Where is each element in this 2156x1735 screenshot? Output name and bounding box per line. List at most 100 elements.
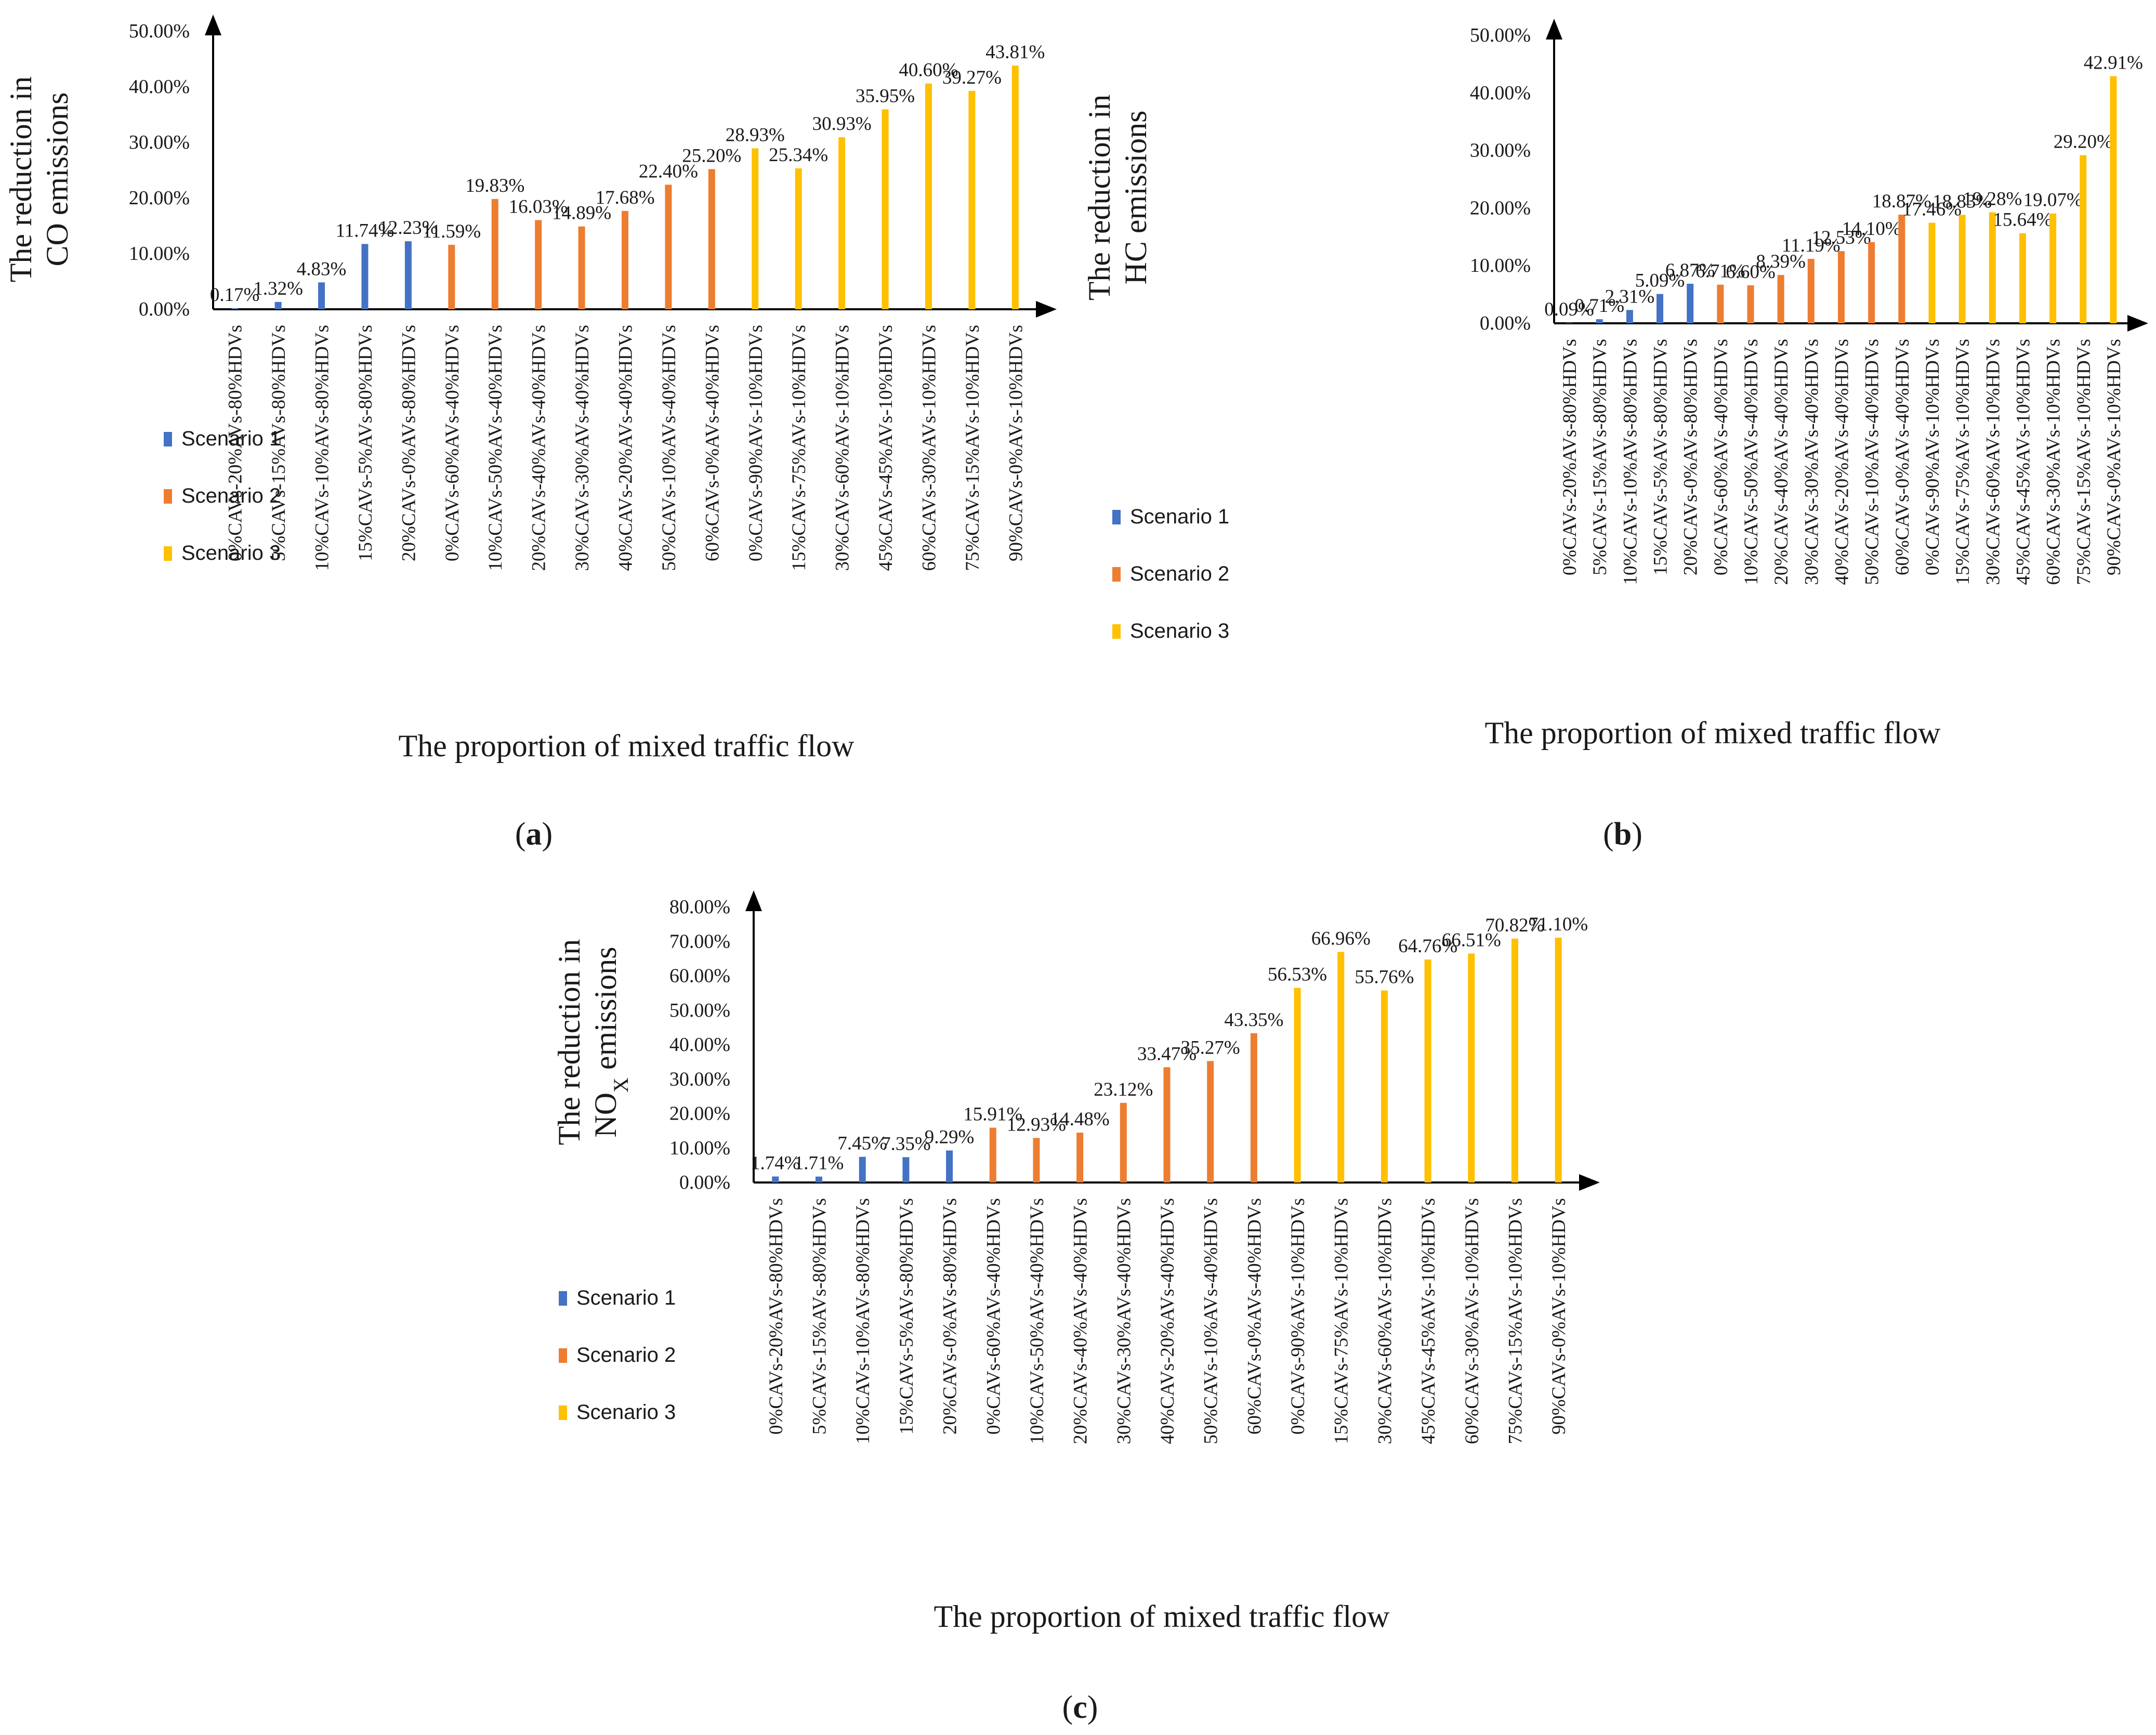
bar	[1747, 285, 1754, 323]
data-label: 71.10%	[1529, 914, 1588, 935]
bar	[1207, 1061, 1214, 1182]
data-label: 18.87%	[1872, 191, 1931, 212]
category-label: 10%CAVs-50%AVs-40%HDVs	[1741, 339, 1762, 585]
y-axis-title-subscript: X	[609, 1077, 633, 1093]
panel-label-letter: b	[1614, 817, 1632, 852]
category-label: 15%CAVs-5%AVs-80%HDVs	[896, 1198, 917, 1435]
bar	[946, 1150, 953, 1182]
category-label: 90%CAVs-0%AVs-10%HDVs	[1548, 1198, 1570, 1435]
panel-label-letter: c	[1073, 1690, 1087, 1725]
bar	[1120, 1102, 1127, 1182]
data-label: 33.47%	[1137, 1043, 1197, 1064]
data-label: 28.93%	[726, 124, 785, 146]
data-label: 23.12%	[1094, 1079, 1153, 1100]
data-label: 19.07%	[2023, 190, 2083, 211]
legend-swatch	[1112, 510, 1121, 524]
panel-label-close: )	[1632, 817, 1642, 852]
bar	[622, 211, 628, 309]
bar	[274, 301, 282, 309]
data-label: 7.45%	[837, 1133, 887, 1154]
y-tick-label: 10.00%	[129, 243, 190, 265]
bar	[795, 168, 802, 309]
data-label: 43.35%	[1224, 1009, 1283, 1031]
bar	[925, 83, 932, 309]
bar	[1898, 214, 1905, 323]
y-axis-title-line1: The reduction in	[552, 939, 586, 1146]
panel-label-letter: a	[526, 817, 542, 852]
data-label: 0.09%	[1544, 299, 1594, 320]
data-label: 5.09%	[1635, 270, 1685, 292]
y-axis-title-main: HC emissions	[1119, 110, 1153, 284]
legend: Scenario 1 Scenario 2 Scenario 3	[164, 427, 281, 564]
data-label: 35.27%	[1181, 1037, 1240, 1058]
data-label: 12.93%	[1007, 1114, 1066, 1135]
panel-label-open: (	[1062, 1690, 1073, 1725]
category-label: 20%CAVs-0%AVs-80%HDVs	[1680, 339, 1702, 575]
category-label: 20%CAVs-40%AVs-40%HDVs	[1070, 1198, 1092, 1444]
bar	[1033, 1138, 1040, 1182]
category-label: 15%CAVs-75%AVs-10%HDVs	[788, 325, 810, 571]
bar	[1294, 988, 1301, 1182]
y-tick-label: 0.00%	[139, 298, 190, 320]
category-label: 60%CAVs-30%AVs-10%HDVs	[1462, 1198, 1483, 1444]
bar	[2110, 76, 2117, 324]
category-label: 60%CAVs-0%AVs-40%HDVs	[702, 325, 723, 561]
data-label: 35.95%	[856, 85, 915, 107]
category-label: 60%CAVs-0%AVs-40%HDVs	[1892, 339, 1913, 575]
data-label: 29.20%	[2054, 131, 2113, 152]
bar	[1989, 212, 1996, 323]
category-label: 20%CAVs-40%AVs-40%HDVs	[529, 325, 550, 571]
y-tick-label: 0.00%	[1480, 312, 1531, 334]
panel-label-close: )	[542, 817, 553, 852]
data-label: 43.81%	[985, 42, 1045, 63]
data-label: 11.74%	[336, 220, 395, 241]
category-label: 5%CAVs-15%AVs-80%HDVs	[809, 1198, 831, 1435]
category-label: 10%CAVs-50%AVs-40%HDVs	[485, 325, 506, 571]
bar	[535, 220, 542, 309]
legend-label: Scenario 1	[181, 427, 281, 450]
x-axis-title: The proportion of mixed traffic flow	[934, 1599, 1390, 1634]
y-tick-label: 20.00%	[129, 187, 190, 209]
category-label: 30%CAVs-30%AVs-40%HDVs	[1113, 1198, 1135, 1444]
category-label: 0%CAVs-60%AVs-40%HDVs	[1711, 339, 1732, 575]
y-tick-label: 80.00%	[669, 896, 730, 918]
category-label: 0%CAVs-90%AVs-10%HDVs	[1287, 1198, 1309, 1435]
data-label: 16.03%	[509, 196, 568, 217]
category-label: 30%CAVs-60%AVs-10%HDVs	[1374, 1198, 1396, 1444]
category-label: 0%CAVs-60%AVs-40%HDVs	[983, 1198, 1004, 1435]
bar	[361, 244, 369, 309]
bar	[1076, 1133, 1084, 1182]
data-label: 25.34%	[769, 144, 828, 166]
bar	[1011, 65, 1019, 309]
category-label: 0%CAVs-20%AVs-80%HDVs	[766, 1198, 787, 1435]
bar	[1250, 1033, 1257, 1182]
data-label: 0.71%	[1574, 295, 1624, 317]
data-label: 7.35%	[881, 1133, 931, 1154]
y-axis-arrow	[745, 890, 762, 911]
y-tick-label: 20.00%	[1470, 197, 1531, 219]
category-label: 30%CAVs-60%AVs-10%HDVs	[1982, 339, 2004, 585]
category-label: 75%CAVs-15%AVs-10%HDVs	[2073, 339, 2095, 585]
data-label: 19.28%	[1963, 188, 2022, 209]
legend-label: Scenario 3	[576, 1401, 676, 1424]
y-tick-label: 40.00%	[669, 1034, 730, 1056]
y-tick-label: 0.00%	[679, 1172, 730, 1193]
bar	[1777, 275, 1784, 323]
data-label: 6.60%	[1726, 261, 1776, 283]
x-axis-arrow	[2127, 315, 2148, 332]
data-label: 66.96%	[1311, 928, 1371, 949]
data-label: 1.74%	[751, 1152, 800, 1174]
category-label: 15%CAVs-75%AVs-10%HDVs	[1952, 339, 1974, 585]
bar	[1958, 215, 1966, 323]
bar	[2019, 233, 2026, 323]
x-axis-arrow	[1036, 301, 1057, 318]
bar	[404, 241, 412, 309]
category-label: 90%CAVs-0%AVs-10%HDVs	[1005, 325, 1027, 561]
legend-swatch	[164, 489, 172, 504]
data-label: 11.59%	[422, 221, 481, 242]
category-label: 60%CAVs-0%AVs-40%HDVs	[1244, 1198, 1265, 1435]
legend: Scenario 1 Scenario 2 Scenario 3	[559, 1286, 676, 1424]
y-tick-label: 50.00%	[669, 1000, 730, 1021]
category-label: 20%CAVs-0%AVs-80%HDVs	[940, 1198, 961, 1435]
bar	[752, 148, 759, 309]
